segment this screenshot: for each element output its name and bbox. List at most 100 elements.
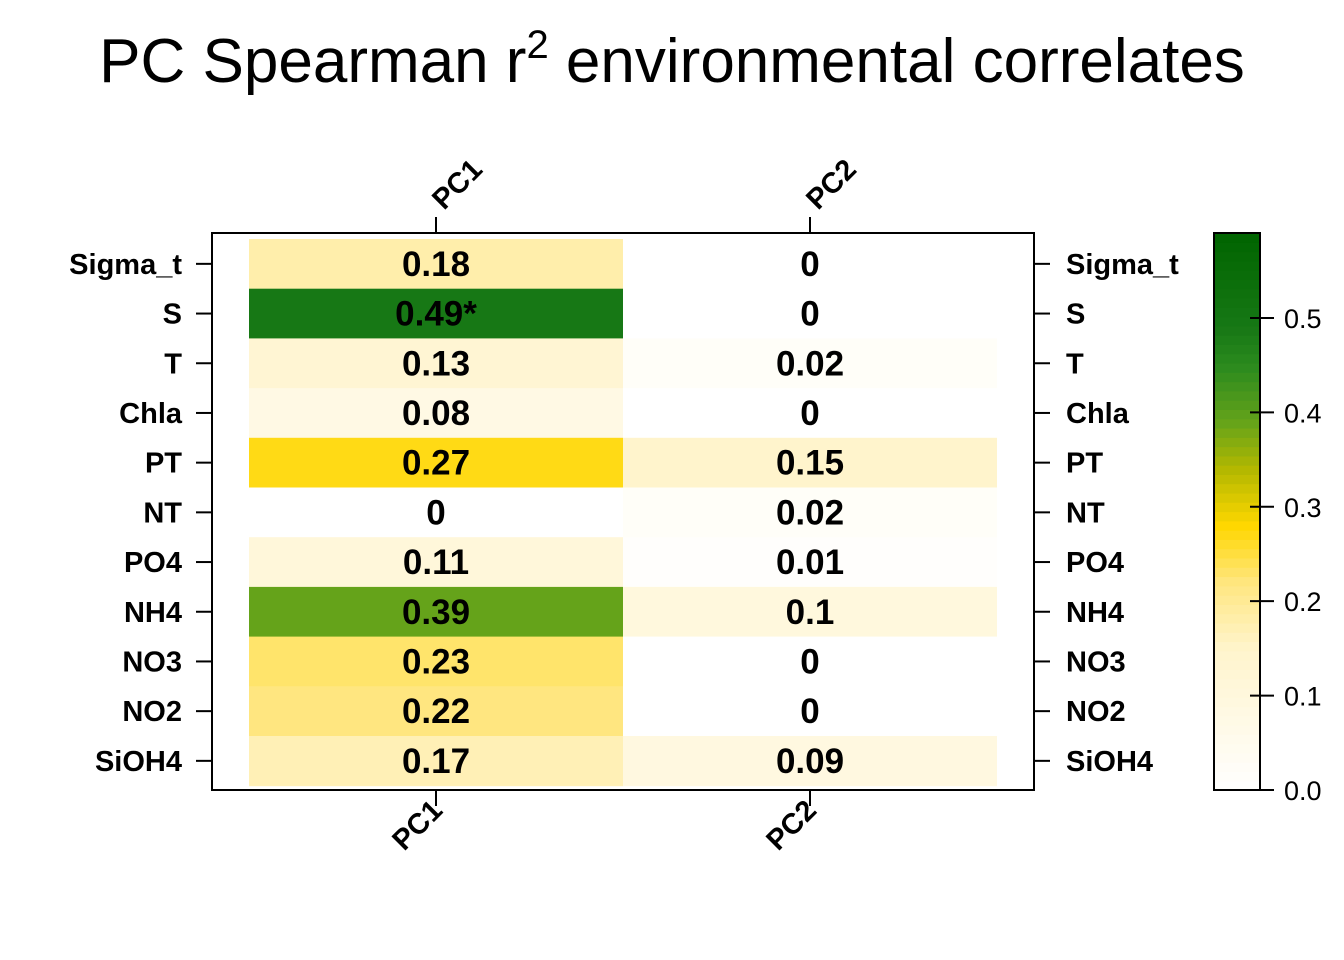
cell-Chla-PC2 [623,388,997,439]
colorbar-segment [1214,715,1260,726]
colorbar-segment [1214,734,1260,745]
colorbar-tick-label: 0.3 [1284,493,1322,523]
cell-label-NH4-PC2: 0.1 [786,593,835,632]
cell-Sigma_t-PC2 [623,239,997,290]
colorbar-segment [1214,752,1260,763]
colorbar-segment [1214,780,1260,791]
colorbar-segment [1214,427,1260,438]
colorbar-segment [1214,511,1260,522]
colorbar-segment [1214,567,1260,578]
colorbar-segment [1214,492,1260,503]
colorbar-segment [1214,743,1260,754]
cell-NO2-PC2 [623,686,997,737]
colorbar-segment [1214,706,1260,717]
cell-NT-PC2 [623,487,997,538]
row-label-right-Sigma_t: Sigma_t [1066,249,1179,281]
cell-label-SiOH4-PC1: 0.17 [402,742,470,781]
colorbar-segment [1214,520,1260,531]
colorbar-tick-label: 0.5 [1284,304,1322,334]
cell-label-NO3-PC2: 0 [800,642,819,681]
colorbar-segment [1214,325,1260,336]
colorbar-segment [1214,372,1260,383]
chart-title-suffix: environmental correlates [549,27,1245,96]
colorbar-segment [1214,483,1260,494]
colorbar-segment [1214,344,1260,355]
row-label-left-Chla: Chla [119,398,183,430]
cell-label-NO2-PC2: 0 [800,692,819,731]
colorbar-segment [1214,437,1260,448]
cell-label-NH4-PC1: 0.39 [402,593,470,632]
cell-T-PC2 [623,338,997,389]
cell-label-Sigma_t-PC2: 0 [800,245,819,284]
chart-title-main: PC Spearman r [99,27,526,96]
colorbar-segment [1214,622,1260,633]
colorbar-tick-label: 0.1 [1284,682,1322,712]
row-label-left-Sigma_t: Sigma_t [69,249,182,281]
colorbar-segment [1214,576,1260,587]
row-label-right-PO4: PO4 [1066,547,1124,579]
colorbar-frame [1213,232,1261,791]
cell-PO4-PC1 [249,537,623,588]
row-label-left-SiOH4: SiOH4 [95,746,182,778]
colorbar-segment [1214,557,1260,568]
colorbar-segment [1214,390,1260,401]
colorbar-segment [1214,381,1260,392]
cell-Chla-PC1 [249,388,623,439]
colorbar-segment [1214,604,1260,615]
cell-label-Chla-PC1: 0.08 [402,394,470,433]
cell-NO3-PC2 [623,636,997,687]
cell-PT-PC2 [623,437,997,488]
colorbar-segment [1214,660,1260,670]
row-label-left-T: T [164,348,182,380]
colorbar-segment [1214,233,1260,243]
cell-NT-PC1 [249,487,623,538]
colorbar-segment [1214,270,1260,281]
colorbar-segment [1214,641,1260,652]
colorbar-segment [1214,771,1260,782]
colorbar-segment [1214,669,1260,680]
chart-title-superscript: 2 [526,23,548,67]
cell-label-S-PC1: 0.49* [395,295,477,334]
row-label-right-NO3: NO3 [1066,646,1126,678]
colorbar-segment [1214,465,1260,475]
colorbar-segment [1214,260,1260,271]
cell-NO3-PC1 [249,636,623,687]
cell-label-Chla-PC2: 0 [800,394,819,433]
colorbar-tick-label: 0.4 [1284,398,1322,428]
colorbar-segment [1214,418,1260,429]
row-label-left-NO3: NO3 [122,646,182,678]
colorbar-segment [1214,353,1260,364]
cell-label-NT-PC1: 0 [426,493,445,532]
colorbar-segment [1214,687,1260,698]
colorbar-segment [1214,762,1260,773]
row-label-right-S: S [1066,299,1085,331]
row-label-left-PT: PT [145,448,182,480]
cell-label-NO3-PC1: 0.23 [402,642,470,681]
cell-NH4-PC2 [623,586,997,638]
colorbar-segment [1214,400,1260,410]
cell-PO4-PC2 [623,537,997,588]
row-label-right-NH4: NH4 [1066,597,1124,629]
row-label-left-NH4: NH4 [124,597,182,629]
cell-NO2-PC1 [249,686,623,737]
cell-Sigma_t-PC1 [249,239,623,290]
color-scale: 0.0 0.1 0.2 0.3 0.4 0.5 [1213,232,1322,806]
chart-title: PC Spearman r2 environmental correlates [99,23,1245,96]
colorbar-segment [1214,725,1260,735]
colorbar-segment [1214,697,1260,708]
cell-label-SiOH4-PC2: 0.09 [776,742,844,781]
colorbar-segment [1214,502,1260,513]
colorbar-segment [1214,678,1260,689]
col-label-top-PC1: PC1 [426,153,489,216]
row-label-right-PT: PT [1066,448,1103,480]
colorbar-segment [1214,539,1260,550]
row-label-left-NT: NT [143,497,182,529]
cell-S-PC1 [249,288,623,339]
colorbar-segment [1214,307,1260,318]
colorbar-segment [1214,455,1260,466]
row-label-right-NT: NT [1066,497,1105,529]
row-label-left-S: S [163,299,182,331]
colorbar-segment [1214,242,1260,253]
